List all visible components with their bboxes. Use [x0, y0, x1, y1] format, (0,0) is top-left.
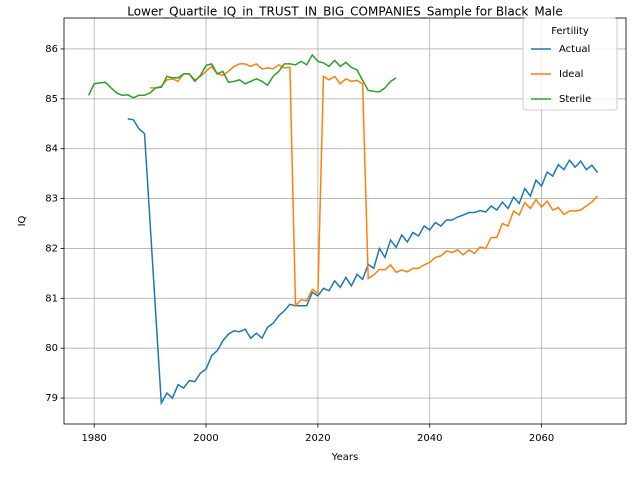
- x-tick-label: 2040: [417, 433, 442, 444]
- y-tick-label: 85: [45, 94, 58, 105]
- legend-label: Actual: [559, 44, 590, 55]
- y-tick-label: 83: [45, 194, 58, 205]
- legend-label: Sterile: [559, 94, 591, 105]
- y-tick-label: 79: [45, 393, 58, 404]
- line-series: [87, 53, 397, 99]
- x-axis-label: Years: [331, 452, 358, 463]
- legend-title: Fertility: [551, 26, 589, 37]
- x-tick-label: 1980: [81, 433, 106, 444]
- x-tick-label: 2020: [305, 433, 330, 444]
- legend-box: [522, 17, 618, 111]
- legend-label: Ideal: [559, 69, 583, 80]
- y-tick-label: 81: [45, 293, 58, 304]
- x-tick-label: 2000: [193, 433, 218, 444]
- y-tick-label: 86: [45, 44, 58, 55]
- x-tick-label: 2060: [529, 433, 554, 444]
- y-tick-label: 82: [45, 243, 58, 254]
- plot-frame: [63, 17, 627, 425]
- legend: Fertility Actual Ideal Sterile: [522, 17, 618, 111]
- y-axis-label: IQ: [17, 215, 28, 226]
- y-tick-label: 84: [45, 144, 58, 155]
- chart-title: Lower_Quartile_IQ_in_TRUST_IN_BIG_COMPAN…: [127, 5, 563, 19]
- line-series: [127, 118, 599, 406]
- y-tick-label: 80: [45, 343, 58, 354]
